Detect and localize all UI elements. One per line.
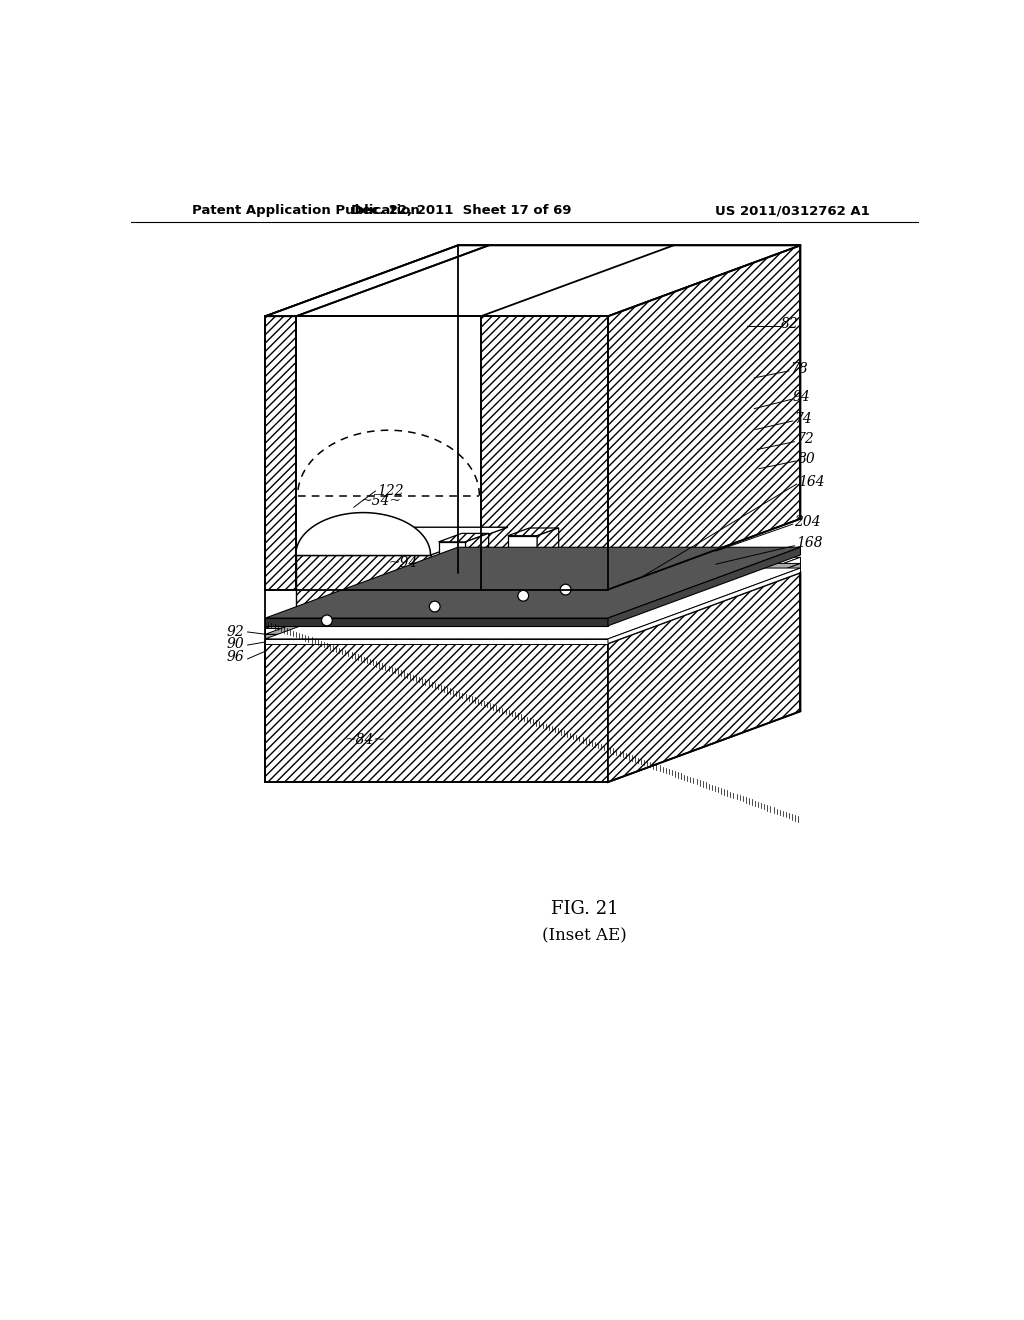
- Text: 168: 168: [796, 536, 822, 550]
- Polygon shape: [611, 558, 658, 565]
- Text: 74: 74: [795, 412, 812, 425]
- Polygon shape: [265, 628, 608, 635]
- Polygon shape: [265, 639, 608, 644]
- Circle shape: [322, 615, 333, 626]
- Polygon shape: [481, 317, 608, 590]
- Polygon shape: [438, 533, 488, 543]
- Text: 164: 164: [798, 475, 824, 488]
- Polygon shape: [265, 564, 801, 635]
- Polygon shape: [608, 573, 801, 781]
- Circle shape: [518, 590, 528, 601]
- Polygon shape: [265, 618, 608, 626]
- Polygon shape: [265, 568, 801, 639]
- Text: 82: 82: [781, 317, 799, 331]
- Text: ~54~: ~54~: [360, 494, 401, 508]
- Text: ~84~: ~84~: [345, 733, 386, 747]
- Text: 204: 204: [795, 515, 821, 529]
- Polygon shape: [296, 317, 481, 590]
- Text: 78: 78: [791, 362, 808, 376]
- Polygon shape: [608, 548, 801, 626]
- Circle shape: [429, 601, 440, 612]
- Polygon shape: [508, 536, 538, 612]
- Text: ~94: ~94: [388, 556, 418, 570]
- Polygon shape: [265, 557, 801, 628]
- Text: Dec. 22, 2011  Sheet 17 of 69: Dec. 22, 2011 Sheet 17 of 69: [351, 205, 572, 218]
- Polygon shape: [466, 533, 488, 619]
- Text: 96: 96: [226, 651, 245, 664]
- Text: Patent Application Publication: Patent Application Publication: [193, 205, 420, 218]
- Polygon shape: [296, 527, 508, 554]
- Text: 94: 94: [793, 391, 811, 404]
- Polygon shape: [608, 557, 801, 635]
- Polygon shape: [608, 246, 801, 590]
- Text: FIG. 21: FIG. 21: [551, 900, 618, 919]
- Polygon shape: [508, 528, 559, 536]
- Text: (Inset AE): (Inset AE): [543, 928, 628, 945]
- Polygon shape: [438, 543, 466, 619]
- Polygon shape: [608, 568, 801, 644]
- Text: 72: 72: [796, 433, 814, 446]
- Text: 122: 122: [377, 484, 403, 498]
- Polygon shape: [265, 573, 801, 644]
- Polygon shape: [265, 246, 488, 317]
- Text: 92: 92: [226, 624, 245, 639]
- Polygon shape: [608, 564, 801, 639]
- Text: US 2011/0312762 A1: US 2011/0312762 A1: [715, 205, 869, 218]
- Text: 80: 80: [798, 451, 815, 466]
- Polygon shape: [265, 644, 608, 781]
- Polygon shape: [265, 635, 608, 639]
- Polygon shape: [265, 246, 801, 317]
- Text: 90: 90: [226, 636, 245, 651]
- Polygon shape: [265, 317, 296, 590]
- Polygon shape: [296, 554, 431, 619]
- Circle shape: [560, 585, 571, 595]
- Polygon shape: [296, 512, 430, 554]
- Polygon shape: [538, 528, 559, 612]
- Polygon shape: [611, 565, 639, 590]
- Polygon shape: [265, 548, 801, 618]
